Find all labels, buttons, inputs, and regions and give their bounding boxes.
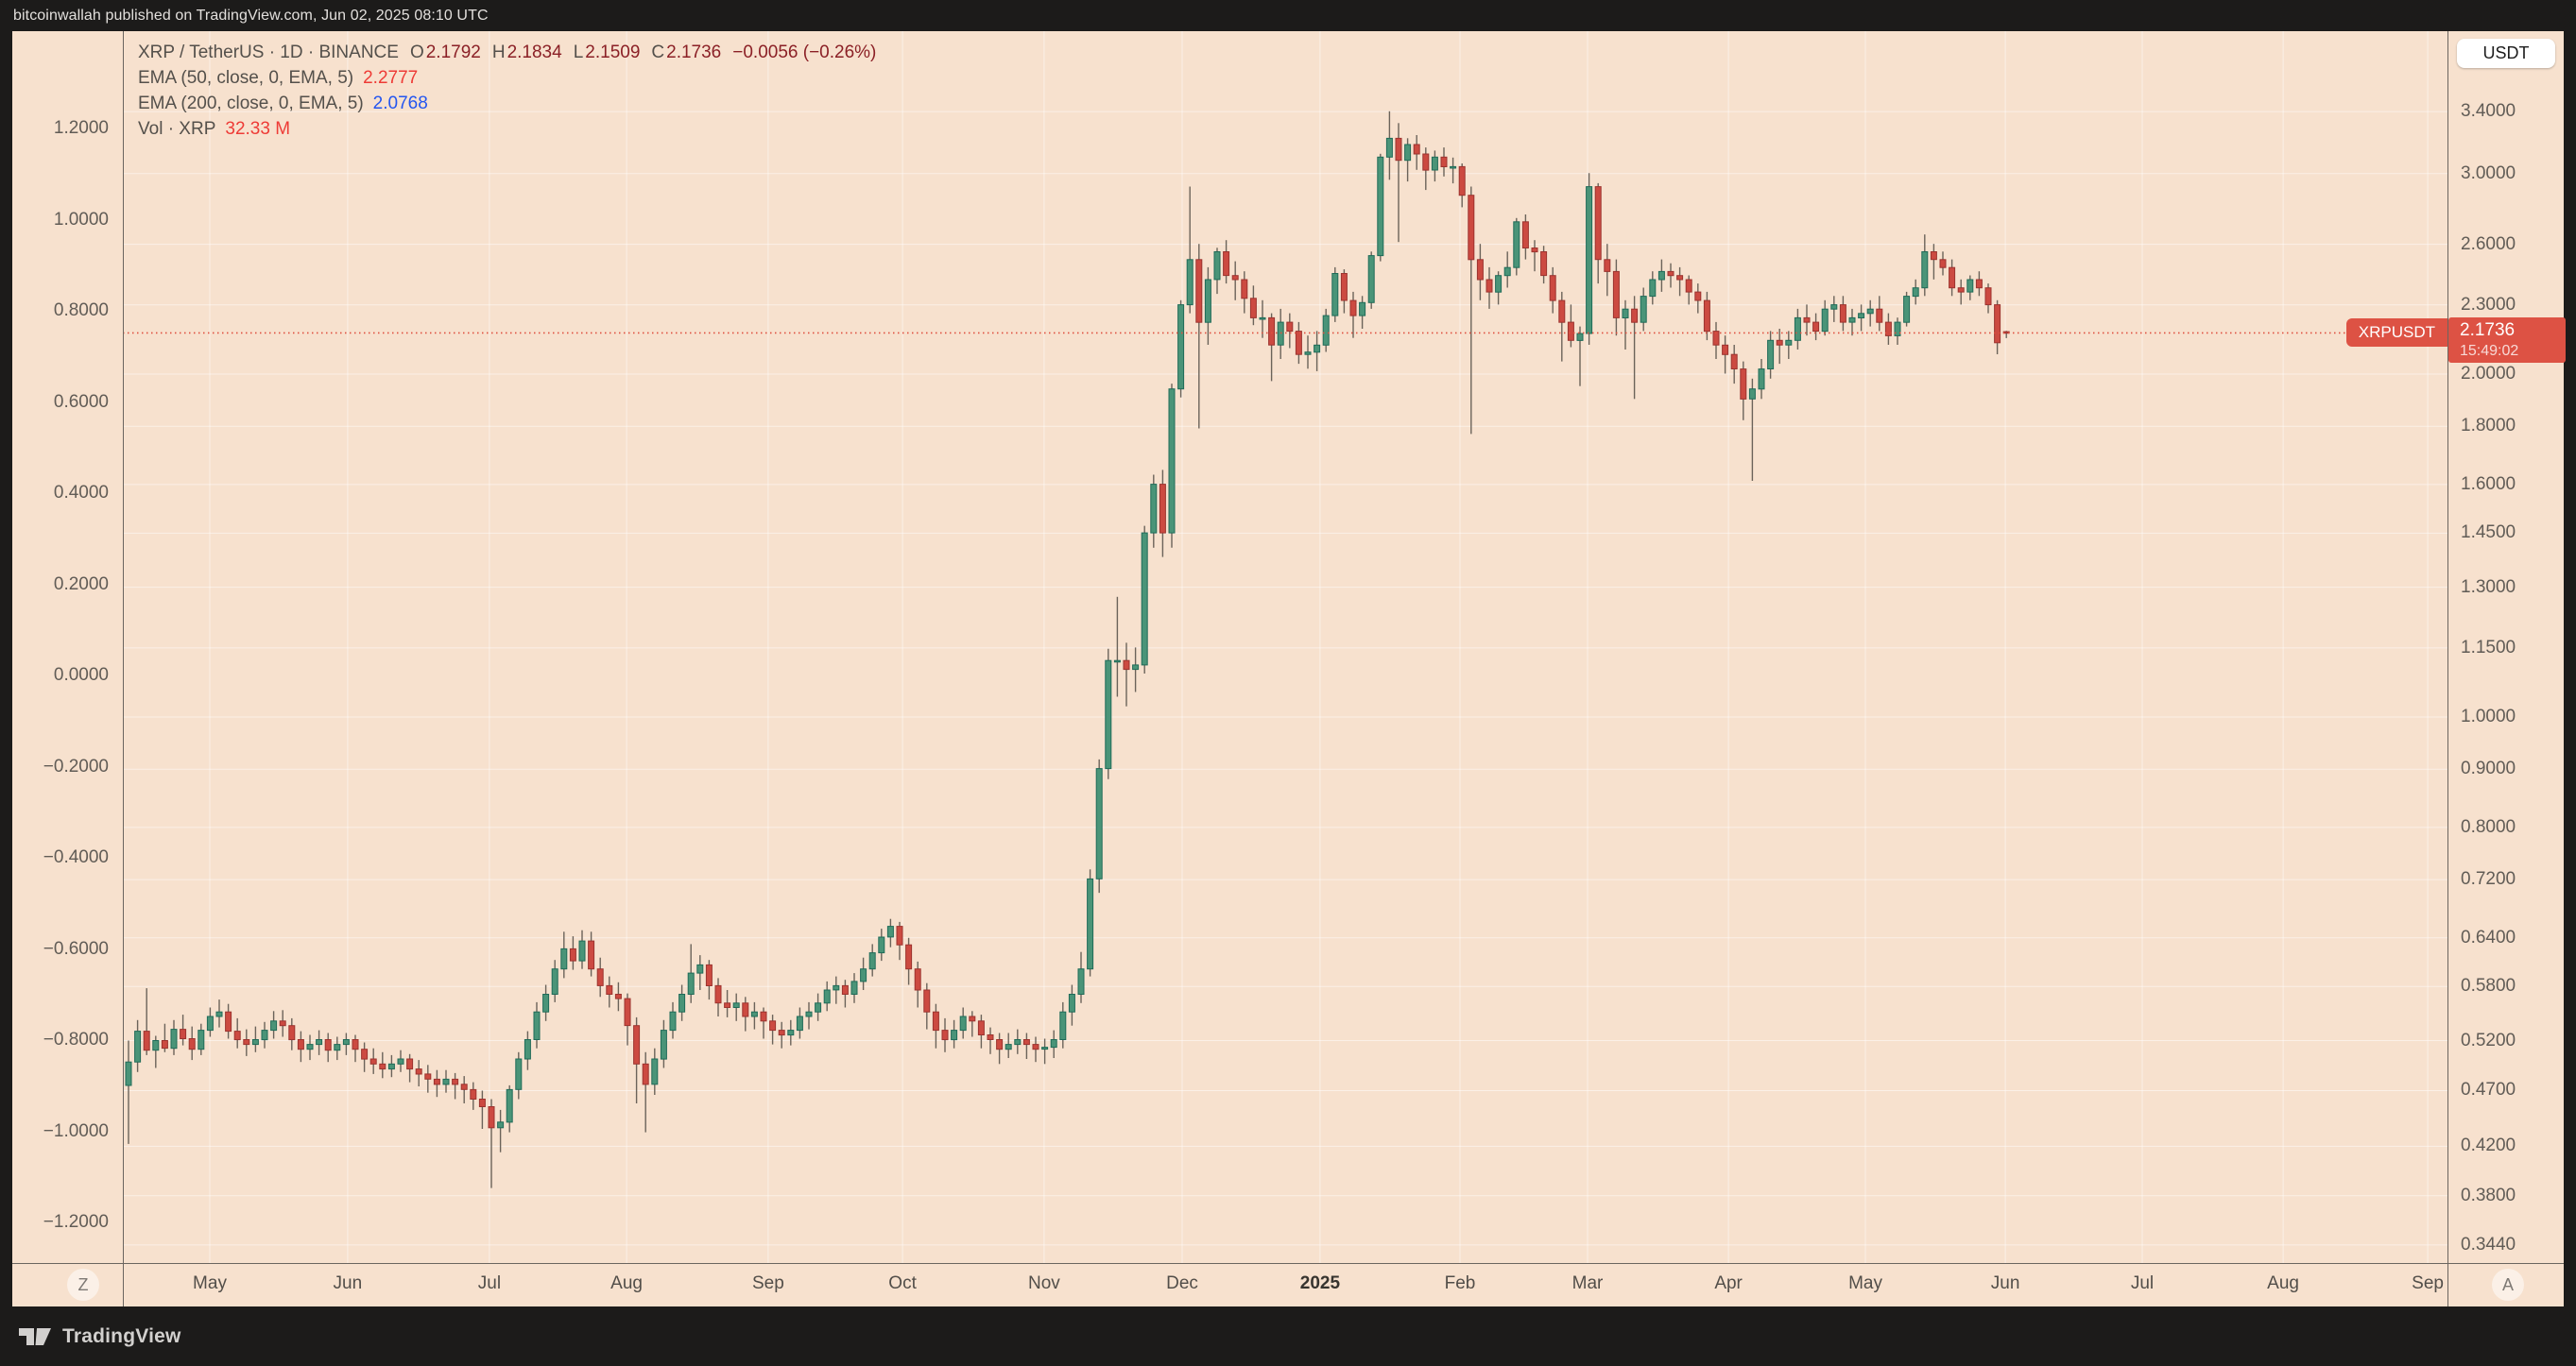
left-scale-mode-button[interactable]: Z xyxy=(67,1269,99,1301)
left-price-tick-label: 0.4000 xyxy=(53,483,109,503)
tradingview-brand-link[interactable]: TradingView xyxy=(62,1324,181,1347)
left-axis-border xyxy=(123,31,124,1306)
right-price-tick-label: 2.3000 xyxy=(2461,294,2516,315)
bar-countdown: 15:49:02 xyxy=(2460,343,2519,360)
right-axis-border xyxy=(2447,31,2448,1306)
candles xyxy=(125,111,2010,1188)
left-price-tick-label: 1.0000 xyxy=(53,209,109,230)
last-price-value: 2.1736 xyxy=(2460,320,2516,341)
ohlc-key: H xyxy=(491,43,506,62)
right-price-tick-label: 3.4000 xyxy=(2461,101,2516,122)
time-scale[interactable]: May Jun Jul Aug Sep Oct Nov Dec 2025 Feb Mar Apr May… xyxy=(12,1263,2564,1306)
right-price-tick-label: 0.4700 xyxy=(2461,1080,2516,1101)
legend-symbol-row[interactable]: XRP / TetherUS · 1D · BINANCE O 2.1792 H 2.1… xyxy=(138,40,876,65)
left-price-scale[interactable]: 1.2000 1.0000 0.8000 0.6000 0.4000 0.2000 0.00… xyxy=(12,31,123,1263)
left-price-tick-label: 0.0000 xyxy=(53,665,109,685)
price-change-value: −0.0056 (−0.26%) xyxy=(732,43,877,62)
right-price-tick-label: 0.5200 xyxy=(2461,1030,2516,1050)
right-price-tick-label: 0.3800 xyxy=(2461,1185,2516,1205)
left-price-tick-label: −0.6000 xyxy=(43,938,109,959)
time-axis-label: Apr xyxy=(1714,1273,1743,1293)
time-axis-label: Sep xyxy=(2412,1273,2444,1293)
left-price-tick-label: −0.4000 xyxy=(43,847,109,867)
right-scale-mode-button[interactable]: A xyxy=(2492,1269,2524,1301)
ohlc-value: 2.1792 xyxy=(425,43,481,62)
right-price-tick-label: 0.4200 xyxy=(2461,1135,2516,1156)
time-axis-label: May xyxy=(193,1273,227,1293)
top-attribution-bar: bitcoinwallah published on TradingView.c… xyxy=(0,0,2576,31)
indicator-label: EMA (200, close, 0, EMA, 5) xyxy=(138,94,364,113)
legend-indicator-row[interactable]: Vol · XRP 32.33 M xyxy=(138,116,876,142)
right-price-tick-label: 1.4500 xyxy=(2461,522,2516,543)
right-price-tick-label: 0.6400 xyxy=(2461,927,2516,948)
right-price-scale[interactable]: 3.4000 3.0000 2.6000 2.3000 2.0000 1.8000 1.60… xyxy=(2447,31,2564,1263)
legend: XRP / TetherUS · 1D · BINANCE O 2.1792 H 2.1… xyxy=(138,40,876,142)
ohlc-value: 2.1736 xyxy=(666,43,722,62)
right-price-tick-label: 2.0000 xyxy=(2461,364,2516,384)
time-axis-label: Aug xyxy=(610,1273,643,1293)
currency-button[interactable]: USDT xyxy=(2457,39,2555,68)
last-price-badge: 2.1736 15:49:02 xyxy=(2448,317,2566,364)
right-price-tick-label: 3.0000 xyxy=(2461,162,2516,183)
right-price-tick-label: 1.0000 xyxy=(2461,707,2516,727)
left-price-tick-label: −1.0000 xyxy=(43,1120,109,1141)
left-price-tick-label: −0.2000 xyxy=(43,756,109,777)
left-price-tick-label: 0.8000 xyxy=(53,300,109,320)
time-axis-label: Jul xyxy=(2130,1273,2155,1293)
right-price-tick-label: 1.8000 xyxy=(2461,416,2516,436)
chart-card: 1.2000 1.0000 0.8000 0.6000 0.4000 0.2000 0.00… xyxy=(12,31,2566,1306)
symbol-title: XRP / TetherUS · 1D · BINANCE xyxy=(138,43,399,62)
time-axis-label: Jul xyxy=(477,1273,502,1293)
ohlc-values: O 2.1792 H 2.1834 L 2.1509 C 2.1736 −0.0056 (−0.… xyxy=(399,43,876,62)
ohlc-value: 2.1834 xyxy=(507,43,562,62)
left-price-tick-label: 0.6000 xyxy=(53,391,109,412)
right-price-tick-label: 1.1500 xyxy=(2461,637,2516,657)
time-axis-label: Aug xyxy=(2267,1273,2299,1293)
time-axis-label: Dec xyxy=(1166,1273,1198,1293)
right-price-tick-label: 1.3000 xyxy=(2461,576,2516,597)
footer-bar: TradingView xyxy=(0,1306,2576,1366)
left-price-tick-label: −0.8000 xyxy=(43,1030,109,1050)
right-price-tick-label: 0.3440 xyxy=(2461,1234,2516,1255)
pair-price-label-badge: XRPUSDT xyxy=(2345,318,2447,348)
ohlc-key: L xyxy=(573,43,584,62)
right-price-tick-label: 1.6000 xyxy=(2461,473,2516,494)
right-price-tick-label: 0.7200 xyxy=(2461,869,2516,890)
tradingview-logo-icon xyxy=(19,1327,51,1345)
left-price-tick-label: 0.2000 xyxy=(53,573,109,594)
gridlines xyxy=(123,31,2447,1263)
left-price-tick-label: −1.2000 xyxy=(43,1212,109,1232)
right-price-tick-label: 2.6000 xyxy=(2461,233,2516,254)
left-price-tick-label: 1.2000 xyxy=(53,118,109,138)
ohlc-key: O xyxy=(409,43,424,62)
time-axis-label: Mar xyxy=(1571,1273,1604,1293)
right-price-tick-label: 0.5800 xyxy=(2461,976,2516,997)
time-axis-label: Nov xyxy=(1027,1273,1060,1293)
legend-indicator-row[interactable]: EMA (200, close, 0, EMA, 5) 2.0768 xyxy=(138,91,876,116)
indicator-label: EMA (50, close, 0, EMA, 5) xyxy=(138,68,354,88)
legend-indicator-row[interactable]: EMA (50, close, 0, EMA, 5) 2.2777 xyxy=(138,65,876,91)
right-price-tick-label: 0.8000 xyxy=(2461,816,2516,837)
ohlc-value: 2.1509 xyxy=(585,43,641,62)
time-axis-border xyxy=(12,1263,2564,1264)
indicator-value: 32.33 M xyxy=(225,119,291,139)
indicator-value: 2.0768 xyxy=(372,94,428,113)
time-axis-label: Oct xyxy=(888,1273,917,1293)
time-axis-label: May xyxy=(1848,1273,1882,1293)
time-axis-label: Feb xyxy=(1444,1273,1476,1293)
attribution-text: bitcoinwallah published on TradingView.c… xyxy=(13,7,489,24)
ohlc-key: C xyxy=(651,43,665,62)
time-axis-label: Jun xyxy=(333,1273,363,1293)
time-axis-label: Sep xyxy=(751,1273,784,1293)
right-price-tick-label: 0.9000 xyxy=(2461,759,2516,779)
indicator-label: Vol · XRP xyxy=(138,119,216,139)
time-axis-label: Jun xyxy=(1990,1273,2020,1293)
indicator-value: 2.2777 xyxy=(363,68,419,88)
time-axis-label: 2025 xyxy=(1299,1273,1341,1293)
candlestick-chart[interactable] xyxy=(123,31,2447,1263)
